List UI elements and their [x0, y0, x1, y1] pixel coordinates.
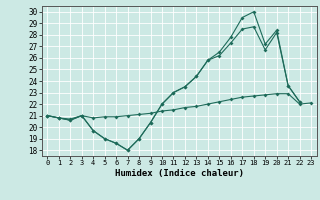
X-axis label: Humidex (Indice chaleur): Humidex (Indice chaleur)	[115, 169, 244, 178]
